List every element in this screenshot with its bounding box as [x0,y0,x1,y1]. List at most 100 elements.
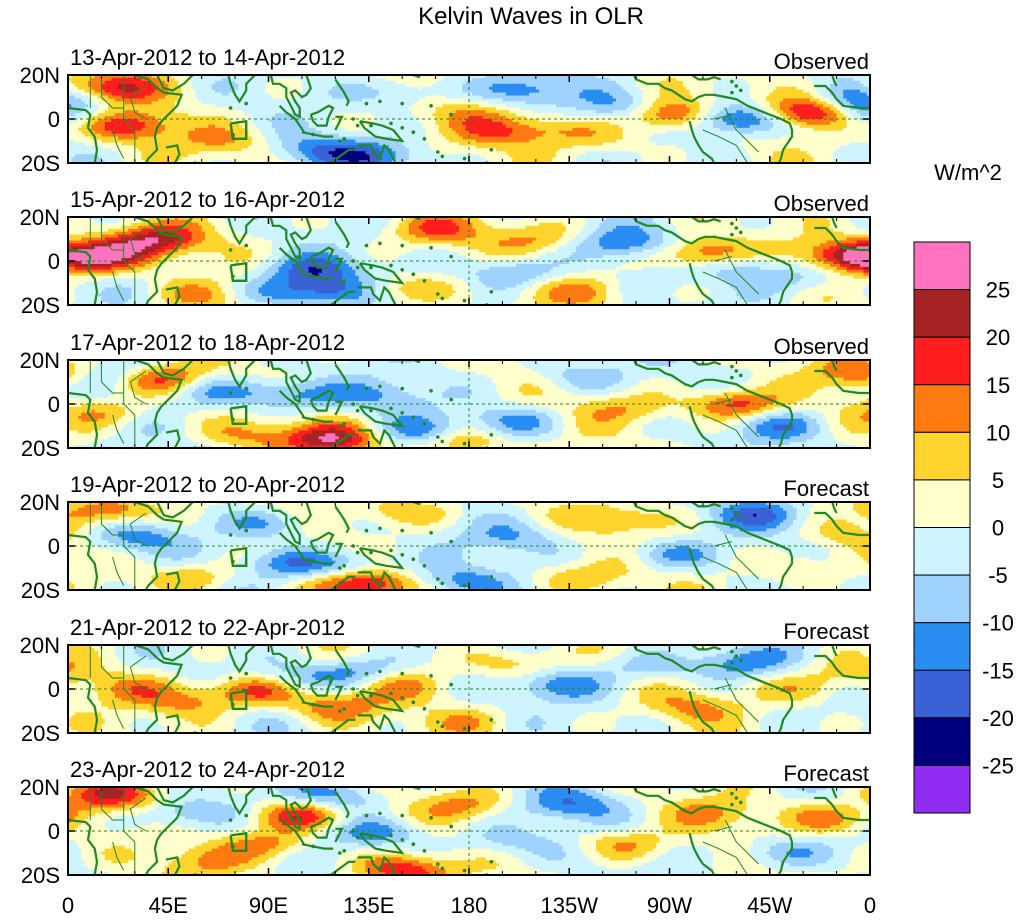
anomaly-cell [301,789,336,794]
anomaly-cell [265,258,280,262]
anomaly-cell [288,439,303,443]
anomaly-cell [726,587,791,590]
anomaly-cell [281,507,380,512]
anomaly-cell [445,718,480,722]
anomaly-cell [255,439,290,443]
anomaly-cell [265,281,290,286]
anomaly-cell [208,839,240,844]
anomaly-cell [756,101,771,105]
anomaly-cell [843,406,870,411]
anomaly-cell [532,680,550,684]
anomaly-cell [238,715,293,719]
anomaly-cell [732,557,811,562]
anomaly-cell [582,848,597,853]
anomaly-cell [509,110,534,114]
anomaly-cell [866,825,870,829]
anomaly-cell [515,537,547,541]
anomaly-cell [124,671,176,675]
anomaly-cell [295,851,343,856]
anomaly-cell [836,266,848,271]
anomaly-cell [258,709,270,714]
anomaly-cell [368,680,380,684]
anomaly-cell [619,290,677,294]
anomaly-cell [345,563,367,568]
anomaly-cell [859,730,870,733]
anomaly-cell [592,822,620,826]
anomaly-cell [569,560,597,565]
anomaly-cell [552,575,620,579]
anomaly-cell [823,272,841,277]
anomaly-cell [245,551,270,556]
anomaly-cell [522,258,564,262]
anomaly-cell [716,98,754,102]
anomaly-cell [619,715,651,719]
anomaly-cell [405,724,427,728]
anomaly-cell [141,395,156,399]
anomaly-cell [859,795,870,800]
anomaly-cell [672,715,694,719]
anomaly-cell [692,127,721,132]
anomaly-cell [626,89,644,94]
anomaly-cell [68,127,79,132]
anomaly-cell [285,689,300,693]
anomaly-cell [826,715,858,719]
anomaly-cell [358,442,370,446]
anomaly-cell [278,839,300,844]
anomaly-cell [729,566,870,571]
anomaly-cell [422,299,437,303]
anomaly-cell [716,275,804,280]
anomaly-cell [813,95,824,100]
anomaly-cell [545,252,574,256]
anomaly-cell [732,287,784,291]
anomaly-cell [158,98,179,102]
anomaly-cell [154,380,166,385]
anomaly-cell [408,240,500,244]
anomaly-cell [719,828,794,832]
anomaly-cell [301,83,336,88]
anomaly-cell [636,80,661,85]
anomaly-cell [188,246,246,250]
anomaly-cell [311,575,330,579]
anomaly-cell [318,436,340,440]
anomaly-cell [315,819,326,823]
anomaly-cell [616,415,641,420]
anomaly-cell [652,848,671,853]
anomaly-cell [68,219,96,224]
anomaly-cell [726,787,754,791]
anomaly-cell [365,83,407,88]
anomaly-cell [799,531,821,535]
anomaly-cell [452,284,470,288]
anomaly-cell [231,819,250,823]
anomaly-cell [144,787,153,791]
anomaly-cell [696,412,721,417]
anomaly-cell [158,433,186,437]
anomaly-cell [839,272,864,277]
anomaly-cell [682,258,721,262]
anomaly-cell [692,572,717,576]
anomaly-cell [81,848,106,853]
anomaly-cell [525,807,550,812]
border-line [702,699,748,733]
anomaly-cell [74,154,99,158]
anomaly-cell [579,154,641,158]
anomaly-cell [395,272,443,277]
anomaly-cell [144,258,159,262]
anomaly-cell [469,98,504,102]
anomaly-cell [385,581,403,585]
anomaly-cell [425,718,447,722]
anomaly-cell [345,281,363,286]
anomaly-cell [425,219,453,224]
island [449,254,454,259]
anomaly-cell [448,587,470,590]
anomaly-cell [676,706,717,711]
anomaly-cell [616,275,717,280]
anomaly-cell [428,436,443,440]
anomaly-cell [602,813,634,817]
anomaly-cell [582,554,641,559]
anomaly-cell [104,116,156,120]
anomaly-cell [629,819,647,823]
anomaly-cell [231,804,253,809]
anomaly-cell [639,154,687,158]
anomaly-cell [829,551,858,556]
anomaly-cell [158,587,203,590]
